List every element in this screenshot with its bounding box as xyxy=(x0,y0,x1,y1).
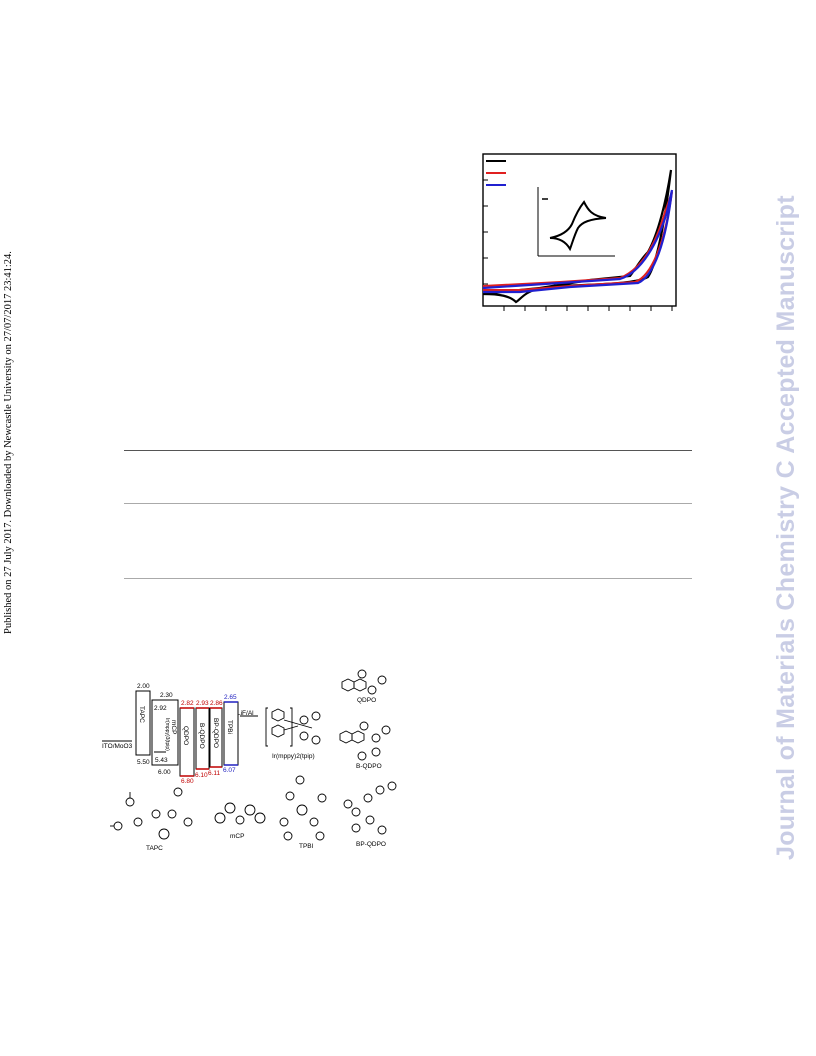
journal-watermark: Journal of Materials Chemistry C Accepte… xyxy=(772,195,800,860)
ir-complex-structure xyxy=(265,707,321,747)
svg-text:Ir(mppy)3(tpip): Ir(mppy)3(tpip) xyxy=(164,718,170,751)
mcp-homo: 6.00 xyxy=(158,769,171,776)
cv-x-ticks xyxy=(503,306,673,311)
cv-frame xyxy=(482,153,677,307)
bqdpo-lumo: 2.93 xyxy=(196,700,209,707)
mcp-label: mCP xyxy=(230,833,244,840)
cv-series-blue xyxy=(482,189,674,294)
svg-text:BP-QDPO: BP-QDPO xyxy=(212,718,219,748)
cv-series-red xyxy=(482,191,673,291)
qdpo-structure xyxy=(341,669,387,695)
bpqdpo-homo: 6.11 xyxy=(208,770,221,777)
cv-inset-ferrocene xyxy=(549,200,607,252)
device-figure: ITO/MoO3 2.00 5.50 TAPC 2.30 6.00 2.92 5… xyxy=(102,669,397,852)
electrode-left-label: ITO/MoO3 xyxy=(102,743,133,750)
qdpo-label: QDPO xyxy=(357,697,376,704)
qdpo-homo: 6.80 xyxy=(181,778,194,785)
ir-complex-label: Ir(mppy)2(tpip) xyxy=(272,753,315,760)
svg-text:mCP: mCP xyxy=(170,720,177,734)
svg-text:QDPO: QDPO xyxy=(182,726,189,745)
level-box-mcp xyxy=(151,699,179,766)
mcp-lumo: 2.30 xyxy=(160,692,173,699)
mcp-structure xyxy=(214,802,266,825)
tapc-lumo: 2.00 xyxy=(137,683,150,690)
electrode-right-label: LiF/Al xyxy=(237,710,254,717)
tpbi-lumo: 2.65 xyxy=(224,694,237,701)
inner-lumo: 2.92 xyxy=(154,705,167,712)
inner-homo: 5.43 xyxy=(155,757,168,764)
table-bottom-rule xyxy=(124,578,692,579)
qdpo-lumo: 2.82 xyxy=(181,700,194,707)
table-top-rule xyxy=(124,450,692,451)
bqdpo-structure xyxy=(339,721,391,761)
table-mid-rule xyxy=(124,503,692,504)
bpqdpo-structure xyxy=(343,781,397,835)
svg-text:TPBi: TPBi xyxy=(226,720,233,734)
svg-text:B-QDPO: B-QDPO xyxy=(198,723,205,749)
cv-inset xyxy=(537,187,615,257)
cv-y-ticks xyxy=(483,179,488,285)
tpbi-homo: 6.07 xyxy=(223,767,236,774)
tapc-name: TAPC xyxy=(138,706,145,723)
published-note: Published on 27 July 2017. Downloaded by… xyxy=(3,251,14,634)
bqdpo-label: B-QDPO xyxy=(356,763,382,770)
cv-chart xyxy=(482,153,677,311)
tpbi-label: TPBI xyxy=(299,843,314,850)
tapc-structure xyxy=(110,787,193,840)
bqdpo-homo: 6.10 xyxy=(195,772,208,779)
tapc-label: TAPC xyxy=(146,845,163,852)
tpbi-structure xyxy=(279,775,327,841)
bpqdpo-lumo: 2.86 xyxy=(210,700,223,707)
bpqdpo-label: BP-QDPO xyxy=(356,841,386,848)
level-box-tapc xyxy=(135,690,151,756)
tapc-homo: 5.50 xyxy=(137,759,150,766)
